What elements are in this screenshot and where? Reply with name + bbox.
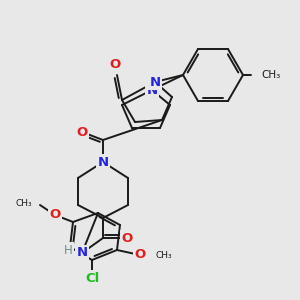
Text: N: N — [98, 155, 109, 169]
Text: CH₃: CH₃ — [156, 250, 172, 260]
Text: N: N — [149, 76, 161, 88]
Text: O: O — [76, 125, 88, 139]
Text: CH₃: CH₃ — [261, 70, 280, 80]
Text: O: O — [50, 208, 61, 221]
Text: O: O — [134, 248, 146, 262]
Text: N: N — [76, 247, 88, 260]
Text: O: O — [110, 58, 121, 71]
Text: Cl: Cl — [85, 272, 99, 284]
Text: H: H — [64, 244, 72, 256]
Text: N: N — [146, 83, 158, 97]
Text: O: O — [122, 232, 133, 244]
Text: CH₃: CH₃ — [15, 200, 32, 208]
